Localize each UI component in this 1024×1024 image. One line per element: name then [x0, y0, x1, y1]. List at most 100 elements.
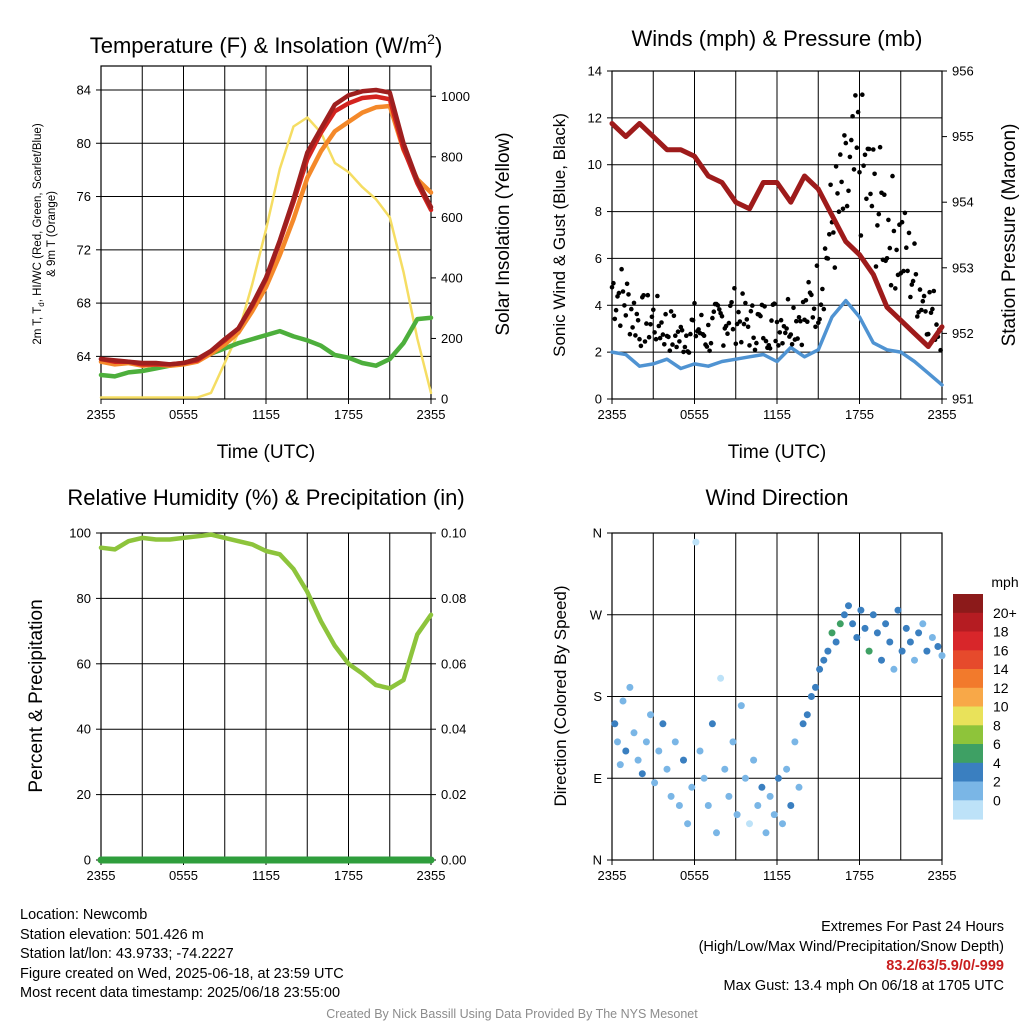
gust-point [850, 114, 855, 119]
gust-point [825, 256, 831, 261]
max-gust-text: Max Gust: 13.4 mph On 06/18 at 1705 UTC [723, 977, 1004, 994]
gust-point [906, 230, 912, 236]
direction-point [733, 811, 741, 819]
colorbar-swatch [953, 781, 983, 801]
direction-point [663, 765, 671, 773]
y-tick-label: 100 [69, 526, 91, 541]
direction-point [688, 783, 696, 791]
gust-point [820, 286, 825, 292]
direction-point [840, 611, 848, 619]
gust-point [623, 313, 629, 318]
direction-point [675, 802, 683, 809]
direction-point [873, 629, 881, 637]
colorbar-swatch [953, 669, 983, 689]
direction-point [655, 747, 663, 755]
direction-point [713, 829, 720, 837]
direction-point [934, 643, 942, 650]
gust-point [917, 287, 923, 292]
gust-point [869, 203, 875, 209]
gust-point [888, 282, 894, 288]
direction-point [717, 674, 725, 682]
gust-point [851, 167, 857, 172]
gust-point [663, 311, 668, 317]
gust-point [923, 309, 928, 314]
gust-point [809, 292, 814, 298]
gust-point [670, 342, 675, 347]
gust-point [938, 347, 943, 353]
latlon-text: Station lat/lon: 43.9733; -74.2227 [20, 946, 234, 963]
gust-point [717, 307, 722, 312]
gust-point [761, 335, 766, 341]
gust-point [818, 302, 824, 308]
gust-point [777, 330, 783, 335]
gust-point [745, 324, 751, 330]
pressure-line [609, 121, 945, 349]
y-axis-label: Direction (Colored By Speed) [551, 585, 570, 806]
y-tick-label: N [593, 526, 602, 541]
gust-point [667, 348, 673, 354]
gust-point [642, 339, 648, 344]
gust-point [857, 170, 862, 175]
gust-point [707, 348, 712, 354]
gust-point [840, 206, 846, 212]
gust-point [785, 296, 791, 302]
gust-point [796, 315, 802, 320]
y-axis-label-part: 2m T, T [32, 307, 44, 345]
x-tick-label: 0555 [169, 868, 198, 883]
gust-point [631, 300, 637, 306]
humidity-panel: 0 20 40 60 80 100 0.00 0.02 0.04 0.06 0.08 0.10 2355… [26, 485, 466, 883]
gust-point [871, 147, 876, 152]
direction-point [626, 683, 634, 691]
gust-point [730, 326, 736, 332]
gust-point [882, 192, 887, 197]
gust-point [752, 347, 758, 353]
direction-point [680, 756, 687, 764]
colorbar-label: 8 [993, 717, 1001, 733]
gust-point [635, 318, 641, 323]
gust-point [729, 300, 734, 305]
gust-point [762, 304, 767, 309]
gust-point [877, 144, 883, 150]
y-tick-label: S [593, 689, 602, 704]
gust-point [732, 286, 737, 291]
gust-point [624, 281, 630, 287]
colorbar-swatch [953, 800, 983, 820]
plot-frame [611, 532, 943, 861]
x-tick-label: 0555 [680, 407, 709, 422]
colorbar-label: 0 [993, 792, 1001, 808]
y-tick-label: 20 [77, 787, 91, 802]
gust-point [660, 332, 666, 337]
y2-tick-label: 956 [952, 64, 974, 79]
y-tick-label: 80 [77, 591, 91, 606]
x-tick-label: 2355 [87, 407, 116, 422]
gust-point [909, 282, 915, 287]
y-axis-label-subscript: d [37, 302, 46, 306]
gust-point [612, 316, 618, 322]
direction-point [923, 647, 931, 655]
plot-frame [100, 65, 432, 400]
direction-point [667, 792, 675, 800]
y-tick-label: 4 [595, 298, 602, 313]
temperature-series-line-3 [98, 87, 434, 367]
station-info: Location: Newcomb Station elevation: 501… [20, 906, 344, 1004]
direction-point [692, 538, 700, 546]
colorbar-label: 10 [993, 699, 1009, 715]
direction-point [816, 665, 824, 673]
gust-point [684, 333, 689, 339]
gust-point [609, 285, 615, 290]
y2-tick-label: 952 [952, 326, 974, 341]
direction-point [622, 747, 630, 755]
gust-point [758, 313, 763, 319]
gust-point [671, 313, 677, 319]
direction-point [791, 738, 799, 746]
gust-point [806, 279, 811, 285]
y-tick-label: N [593, 853, 602, 868]
gust-point [928, 310, 934, 316]
gust-point [908, 294, 913, 300]
temperature-panel: 64 68 72 76 80 84 0 200 400 600 800 1000 2355 0555 115… [32, 31, 514, 463]
x-tick-label: 0555 [680, 868, 709, 883]
direction-point [671, 738, 679, 746]
gust-point [774, 319, 780, 325]
gust-point [816, 320, 821, 326]
gust-point [831, 230, 836, 235]
